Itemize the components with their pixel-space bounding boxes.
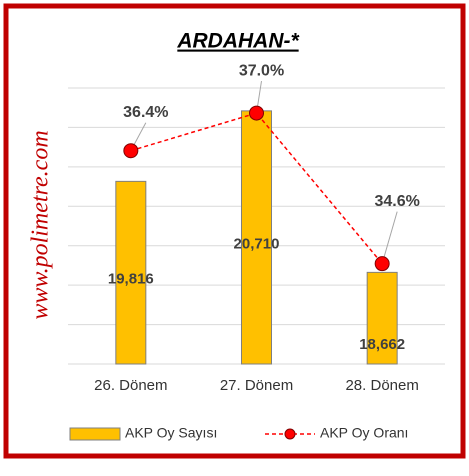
line-value-label: 36.4% (123, 104, 168, 121)
line-marker (123, 143, 139, 159)
x-tick-label: 27. Dönem (220, 377, 293, 394)
x-tick-label: 26. Dönem (94, 377, 167, 394)
legend-label: AKP Oy Oranı (320, 425, 408, 441)
watermark: www.polimetre.com (28, 130, 54, 319)
leader-line (381, 211, 398, 264)
line-value-label: 37.0% (239, 62, 284, 79)
line-marker (249, 105, 264, 121)
bar (366, 271, 398, 365)
legend-swatch (69, 427, 121, 441)
bar-value-label: 20,710 (234, 235, 280, 252)
line-marker (374, 256, 390, 272)
bar (115, 180, 147, 365)
bar-value-label: 18,662 (359, 336, 405, 353)
chart-title: ARDAHAN-* (176, 30, 299, 53)
legend-marker (284, 428, 296, 440)
x-tick-label: 28. Dönem (345, 377, 418, 394)
line (130, 112, 383, 265)
bar-value-label: 19,816 (108, 271, 154, 288)
bar (241, 110, 272, 365)
line-value-label: 34.6% (374, 193, 419, 210)
legend-label: AKP Oy Sayısı (125, 425, 217, 441)
frame (3, 3, 466, 459)
